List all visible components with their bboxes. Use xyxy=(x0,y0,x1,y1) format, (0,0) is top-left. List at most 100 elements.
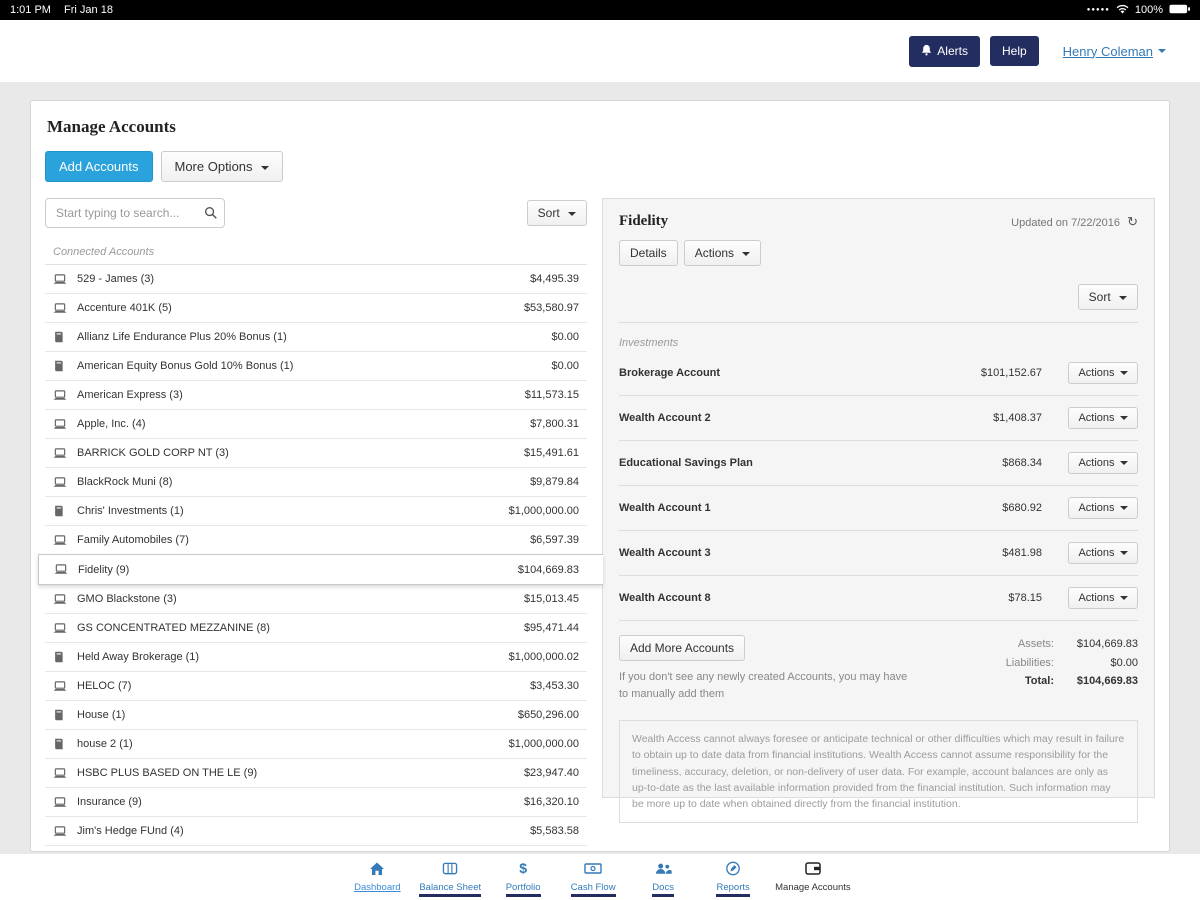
total-line: Total: $104,669.83 xyxy=(1006,672,1138,691)
nav-label: Cash Flow xyxy=(570,882,616,897)
book-icon xyxy=(53,738,77,750)
refresh-icon[interactable] xyxy=(1127,217,1138,229)
detail-buttons: Details Actions xyxy=(619,240,1138,266)
status-time: 1:01 PM xyxy=(10,4,51,16)
nav-item-cash-flow[interactable]: Cash Flow xyxy=(565,859,621,897)
account-name: GS CONCENTRATED MEZZANINE (8) xyxy=(77,622,270,634)
account-value: $15,491.61 xyxy=(523,447,579,459)
alerts-button[interactable]: Alerts xyxy=(909,35,980,67)
nav-item-manage-accounts[interactable]: Manage Accounts xyxy=(775,859,851,895)
search-wrap xyxy=(45,198,225,228)
investment-row: Wealth Account 8 $78.15 Actions xyxy=(619,576,1138,621)
detail-sort-button[interactable]: Sort xyxy=(1077,284,1138,310)
nav-item-docs[interactable]: Docs xyxy=(635,859,691,897)
detail-actions-button[interactable]: Actions xyxy=(683,240,762,266)
laptop-icon xyxy=(54,564,78,575)
more-options-button[interactable]: More Options xyxy=(160,151,284,182)
account-value: $104,669.83 xyxy=(517,563,579,576)
account-name: 529 - James (3) xyxy=(77,273,155,285)
laptop-icon xyxy=(53,418,77,430)
nav-item-balance-sheet[interactable]: Balance Sheet xyxy=(419,859,482,897)
laptop-icon xyxy=(53,825,77,837)
account-row[interactable]: Apple, Inc. (4) $7,800.31 xyxy=(45,410,587,439)
book-icon xyxy=(53,651,77,663)
search-input[interactable] xyxy=(45,198,225,228)
account-row[interactable]: house 2 (1) $1,000,000.00 xyxy=(45,730,587,759)
account-row[interactable]: HELOC (7) $3,453.30 xyxy=(45,672,587,701)
details-button[interactable]: Details xyxy=(619,240,678,266)
account-row[interactable]: Held Away Brokerage (1) $1,000,000.02 xyxy=(45,643,587,672)
assets-value: $104,669.83 xyxy=(1076,638,1138,650)
row-actions-button[interactable]: Actions xyxy=(1068,362,1138,384)
caret-down-icon xyxy=(1119,295,1127,300)
account-row[interactable]: 529 - James (3) $4,495.39 xyxy=(45,265,587,294)
add-accounts-label: Add Accounts xyxy=(59,159,139,174)
caret-down-icon xyxy=(1119,551,1128,556)
accounts-sort-button[interactable]: Sort xyxy=(526,200,587,226)
row-actions-button[interactable]: Actions xyxy=(1068,587,1138,609)
account-name: House (1) xyxy=(77,709,126,721)
laptop-icon xyxy=(53,476,77,488)
account-row[interactable]: GMO Blackstone (3) $15,013.45 xyxy=(45,585,587,614)
account-row[interactable]: HSBC PLUS BASED ON THE LE (9) $23,947.40 xyxy=(45,759,587,788)
account-row[interactable]: American Equity Bonus Gold 10% Bonus (1)… xyxy=(45,352,587,381)
account-value: $0.00 xyxy=(551,331,579,343)
bottom-nav: Dashboard Balance Sheet $ Portfolio Cash Flo… xyxy=(0,854,1200,900)
add-more-row: Add More Accounts If you don't see any n… xyxy=(619,635,1138,702)
more-options-label: More Options xyxy=(174,159,253,174)
add-accounts-button[interactable]: Add Accounts xyxy=(45,151,153,182)
row-actions-button[interactable]: Actions xyxy=(1068,452,1138,474)
detail-title: Fidelity xyxy=(619,213,669,229)
book-icon xyxy=(53,360,77,372)
account-value: $6,597.39 xyxy=(530,534,579,546)
accounts-panel: Sort Connected Accounts 529 - James (3) $… xyxy=(38,198,603,846)
account-value: $53,580.97 xyxy=(523,302,579,314)
nav-item-dashboard[interactable]: Dashboard xyxy=(349,859,405,895)
account-row[interactable]: BARRICK GOLD CORP NT (3) $15,491.61 xyxy=(45,439,587,468)
account-name: American Express (3) xyxy=(77,389,183,401)
battery-icon xyxy=(1169,4,1190,17)
disclaimer-text: Wealth Access cannot always foresee or a… xyxy=(619,720,1138,824)
battery-percent: 100% xyxy=(1134,4,1163,16)
row-actions-button[interactable]: Actions xyxy=(1068,407,1138,429)
account-row[interactable]: Fidelity (9) $104,669.83 xyxy=(38,554,603,585)
account-row[interactable]: GS CONCENTRATED MEZZANINE (8) $95,471.44 xyxy=(45,614,587,643)
account-row[interactable]: Allianz Life Endurance Plus 20% Bonus (1… xyxy=(45,323,587,352)
updated-text: Updated on 7/22/2016 xyxy=(1011,214,1138,230)
nav-item-reports[interactable]: Reports xyxy=(705,859,761,897)
add-more-accounts-label: Add More Accounts xyxy=(630,641,735,655)
account-row[interactable]: Accenture 401K (5) $53,580.97 xyxy=(45,294,587,323)
search-row: Sort xyxy=(45,198,587,228)
row-actions-button[interactable]: Actions xyxy=(1068,497,1138,519)
account-value: $0.00 xyxy=(551,360,579,372)
app-header: Alerts Help Henry Coleman xyxy=(0,20,1200,82)
account-value: $1,000,000.02 xyxy=(508,651,579,663)
nav-label: Portfolio xyxy=(505,882,541,897)
account-row[interactable]: Chris' Investments (1) $1,000,000.00 xyxy=(45,497,587,526)
investment-row: Wealth Account 2 $1,408.37 Actions xyxy=(619,396,1138,441)
row-actions-button[interactable]: Actions xyxy=(1068,542,1138,564)
book-icon xyxy=(53,505,77,517)
detail-sort-row: Sort xyxy=(619,284,1138,323)
caret-down-icon xyxy=(742,251,751,256)
row-actions-label: Actions xyxy=(1078,412,1115,424)
account-row[interactable]: House (1) $650,296.00 xyxy=(45,701,587,730)
account-name: Held Away Brokerage (1) xyxy=(77,651,200,663)
details-label: Details xyxy=(630,246,667,260)
page-title: Manage Accounts xyxy=(47,117,176,136)
investment-value: $680.92 xyxy=(1002,502,1042,514)
account-row[interactable]: BlackRock Muni (8) $9,879.84 xyxy=(45,468,587,497)
account-row[interactable]: Jim's Hedge FUnd (4) $5,583.58 xyxy=(45,817,587,846)
account-row[interactable]: Family Automobiles (7) $6,597.39 xyxy=(45,526,587,555)
help-button[interactable]: Help xyxy=(989,36,1039,66)
add-more-accounts-button[interactable]: Add More Accounts xyxy=(619,635,746,661)
user-menu[interactable]: Henry Coleman xyxy=(1063,44,1166,59)
account-row[interactable]: Insurance (9) $16,320.10 xyxy=(45,788,587,817)
investment-value: $868.34 xyxy=(1002,457,1042,469)
nav-item-portfolio[interactable]: $ Portfolio xyxy=(495,859,551,897)
account-name: BARRICK GOLD CORP NT (3) xyxy=(77,447,229,459)
account-row[interactable]: American Express (3) $11,573.15 xyxy=(45,381,587,410)
manage-accounts-card: Manage Accounts Add Accounts More Option… xyxy=(30,100,1170,852)
investments-group-label: Investments xyxy=(619,337,679,349)
investments-list: Brokerage Account $101,152.67 Actions Wealt… xyxy=(619,351,1138,621)
